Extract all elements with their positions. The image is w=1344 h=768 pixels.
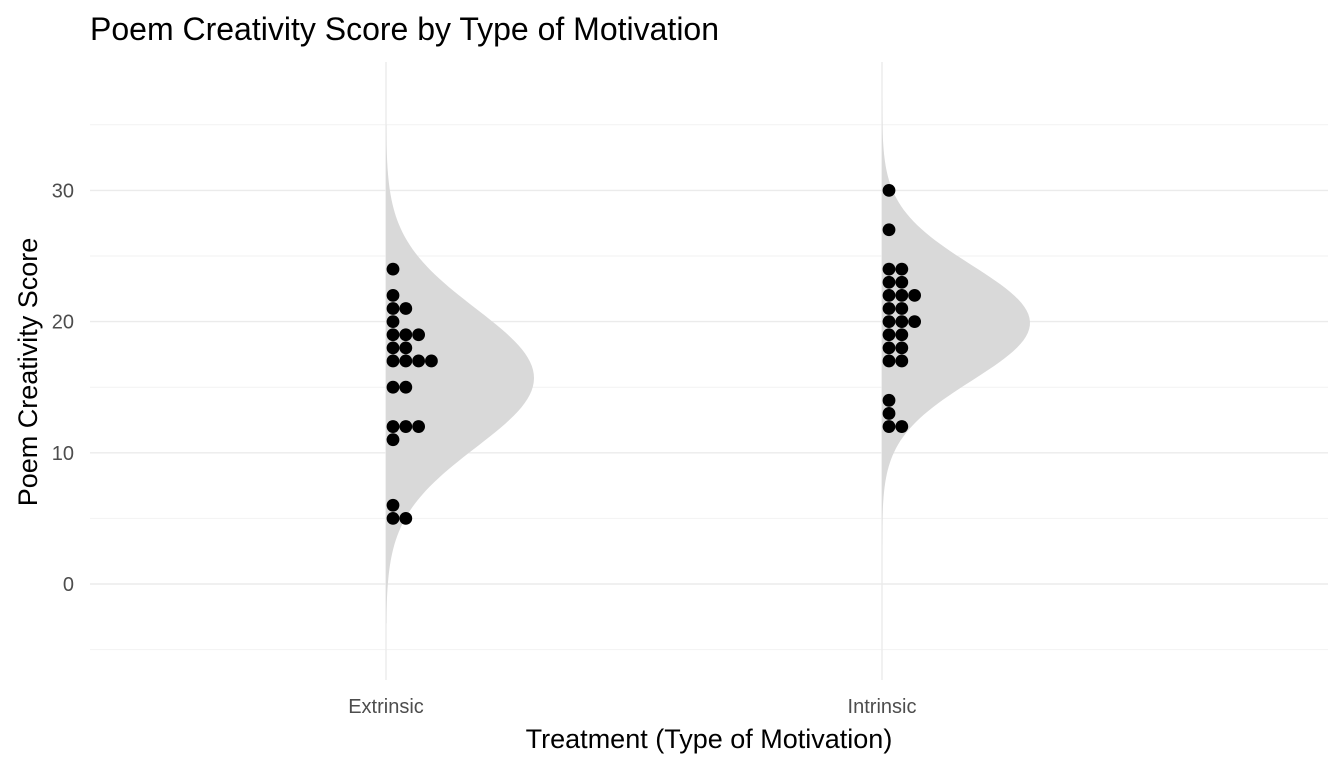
y-tick-label: 20 — [52, 312, 74, 334]
data-point — [908, 315, 921, 328]
data-point — [386, 288, 400, 302]
data-point — [895, 262, 909, 276]
data-point — [386, 315, 400, 328]
data-point — [882, 393, 896, 407]
density-area-extrinsic — [386, 124, 534, 624]
data-point — [412, 420, 425, 433]
data-points — [386, 184, 921, 525]
data-point — [895, 275, 909, 289]
data-point — [895, 328, 909, 342]
data-point — [882, 302, 896, 315]
data-point — [386, 302, 400, 315]
y-tick-label: 0 — [63, 574, 74, 596]
data-point — [895, 420, 909, 433]
chart-title: Poem Creativity Score by Type of Motivat… — [90, 11, 719, 47]
data-point — [882, 184, 896, 197]
data-point — [412, 354, 425, 368]
data-point — [399, 328, 413, 342]
density-area-intrinsic — [882, 98, 1030, 545]
y-tick-label: 10 — [52, 443, 74, 465]
y-axis-title: Poem Creativity Score — [13, 238, 43, 507]
data-point — [882, 420, 896, 433]
y-tick-label: 30 — [52, 180, 74, 202]
x-tick-labels: Extrinsic Intrinsic — [348, 696, 916, 718]
data-point — [882, 223, 896, 237]
data-point — [399, 380, 413, 394]
data-point — [882, 275, 896, 289]
data-point — [386, 262, 400, 276]
data-point — [399, 302, 413, 315]
data-point — [386, 420, 400, 433]
data-point — [386, 433, 400, 447]
grid — [90, 62, 1328, 680]
data-point — [399, 420, 413, 433]
data-point — [425, 354, 438, 368]
y-tick-labels: 0 10 20 30 — [52, 180, 74, 596]
density-areas — [386, 98, 1030, 624]
data-point — [882, 262, 896, 276]
data-point — [895, 315, 909, 328]
data-point — [386, 354, 400, 368]
data-point — [386, 512, 400, 525]
data-point — [386, 380, 400, 394]
data-point — [882, 341, 896, 355]
data-point — [412, 328, 425, 342]
data-point — [895, 302, 909, 315]
data-point — [882, 407, 896, 420]
data-point — [399, 341, 413, 355]
data-point — [895, 341, 909, 355]
data-point — [882, 288, 896, 302]
data-point — [882, 328, 896, 342]
data-point — [882, 354, 896, 368]
data-point — [399, 354, 413, 368]
data-point — [399, 512, 413, 525]
data-point — [386, 341, 400, 355]
x-axis-title: Treatment (Type of Motivation) — [526, 724, 893, 754]
x-tick-label: Extrinsic — [348, 696, 424, 718]
x-tick-label: Intrinsic — [848, 696, 917, 718]
data-point — [386, 328, 400, 342]
data-point — [386, 498, 400, 512]
data-point — [895, 288, 909, 302]
data-point — [895, 354, 909, 368]
data-point — [882, 315, 896, 328]
data-point — [908, 288, 921, 302]
